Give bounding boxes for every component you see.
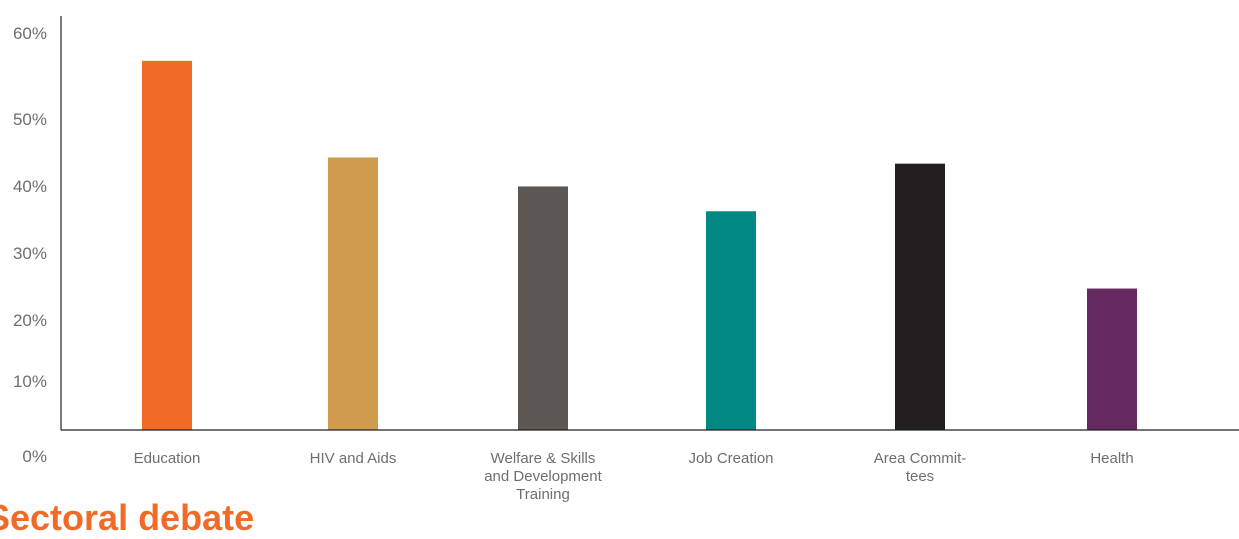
x-category-label-line: Education xyxy=(134,450,201,467)
x-category-label-line: Welfare & Skills xyxy=(491,450,596,467)
section-heading-partial: Sectoral debate xyxy=(0,497,255,538)
x-category-label: Education xyxy=(134,450,201,467)
bar xyxy=(706,211,756,430)
x-category-label: Welfare & Skills and Development Training xyxy=(484,450,602,503)
x-category-label-line: Training xyxy=(516,486,570,503)
bar-chart: 0% 10% 20% 30% 40% 50% 60% Education HIV and Ai… xyxy=(13,16,1239,503)
x-category-label: HIV and Aids xyxy=(310,450,397,467)
x-category-label: Area Commit-tees xyxy=(874,450,967,485)
y-tick-label: 20% xyxy=(13,311,47,330)
y-tick-label: 50% xyxy=(13,110,47,129)
bar xyxy=(1087,288,1137,430)
x-category-label-line: Health xyxy=(1090,450,1133,467)
x-category-label-line: and Development xyxy=(484,468,602,485)
x-category-label-line: HIV and Aids xyxy=(310,450,397,467)
x-axis-labels: Education HIV and Aids Welfare & Skills and… xyxy=(134,450,1134,503)
y-axis-ticks: 0% 10% 20% 30% 40% 50% 60% xyxy=(13,24,47,466)
y-tick-label: 40% xyxy=(13,177,47,196)
bar xyxy=(895,163,945,430)
bar xyxy=(142,60,192,430)
x-category-label-line: Job Creation xyxy=(688,450,773,467)
bar xyxy=(328,157,378,430)
y-tick-label: 0% xyxy=(22,447,47,466)
bars xyxy=(142,60,1137,430)
bar xyxy=(518,186,568,430)
y-tick-label: 30% xyxy=(13,244,47,263)
x-category-label-line: tees xyxy=(906,468,934,485)
y-tick-label: 10% xyxy=(13,372,47,391)
x-category-label-line: Area Commit- xyxy=(874,450,967,467)
y-tick-label: 60% xyxy=(13,24,47,43)
x-category-label: Job Creation xyxy=(688,450,773,467)
x-category-label: Health xyxy=(1090,450,1133,467)
